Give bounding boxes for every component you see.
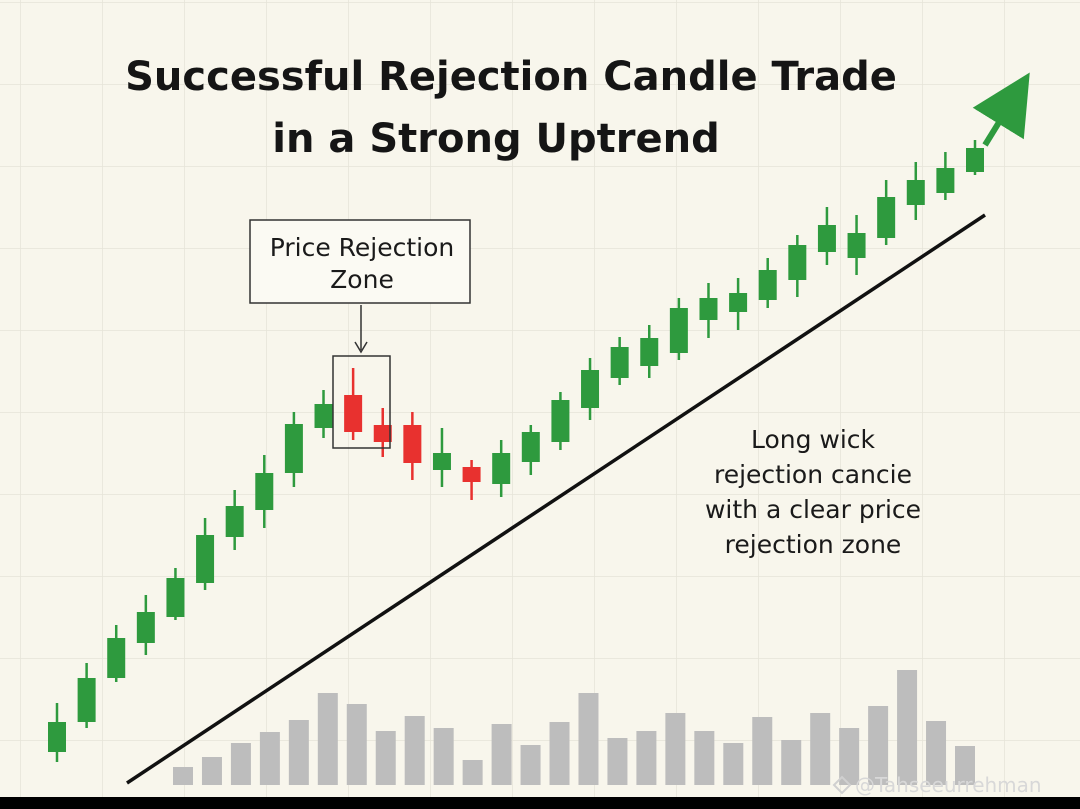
rejection-zone [332, 355, 391, 449]
annotation-text: rejection zone [725, 530, 902, 559]
volume-bar [230, 743, 251, 785]
volume-bar [433, 728, 454, 785]
candle-body [551, 400, 570, 442]
volume-bar [723, 743, 744, 785]
volume-bar [752, 717, 773, 785]
candle-body [196, 535, 215, 583]
volume-bar [810, 713, 831, 785]
volume-bar [317, 693, 338, 785]
annotation-text: Zone [330, 265, 394, 294]
candle-body [581, 370, 600, 408]
volume-bars [173, 670, 975, 785]
chart-title: Successful Rejection Candle Trade [125, 54, 897, 100]
candles [48, 140, 984, 762]
candle-body [640, 338, 659, 366]
candle-body [906, 180, 925, 205]
candle-body [492, 453, 511, 484]
candle-body [847, 233, 866, 258]
volume-bar [173, 767, 193, 785]
volume-bar [955, 746, 975, 785]
candle-body [48, 722, 66, 752]
volume-bar [462, 760, 483, 785]
candle-body [373, 425, 392, 442]
annotation-box [249, 219, 471, 304]
volume-bar [694, 731, 715, 785]
volume-bar [520, 745, 541, 785]
candle-body [966, 148, 984, 172]
candle-body [521, 432, 540, 462]
volume-bar [607, 738, 628, 785]
candle-body [669, 308, 688, 353]
volume-bar [288, 720, 309, 785]
candle-body [610, 347, 629, 378]
volume-bar [346, 704, 367, 785]
candle-body [817, 225, 836, 252]
volume-bar [578, 693, 599, 785]
volume-bar [491, 724, 512, 785]
volume-bar [839, 728, 860, 785]
trend-line [126, 213, 986, 785]
chart-title: in a Strong Uptrend [272, 116, 719, 162]
candle-body [432, 453, 451, 470]
candle-body [936, 168, 955, 193]
volume-bar [781, 740, 802, 785]
candle-body [107, 638, 126, 678]
candle-body [314, 404, 333, 428]
candle-body [166, 578, 185, 617]
volume-bar [201, 757, 222, 785]
volume-bar [868, 706, 889, 785]
volume-bar [259, 732, 280, 785]
annotation-text: Long wick [751, 425, 876, 454]
volume-bar [404, 716, 425, 785]
candle-body [284, 424, 303, 473]
volume-bar [665, 713, 686, 785]
candle-body [758, 270, 777, 300]
volume-bar [926, 721, 947, 785]
annotation-text: with a clear price [705, 495, 921, 524]
candle-body [699, 298, 718, 320]
candle-body [136, 612, 155, 643]
watermark-icon [832, 775, 852, 795]
volume-bar [897, 670, 918, 785]
candle-body [877, 197, 896, 238]
candle-body [729, 293, 748, 312]
volume-bar [549, 722, 570, 785]
candle-body [344, 395, 363, 432]
candle-body [403, 425, 422, 463]
volume-bar [636, 731, 657, 785]
annotation-text: rejection cancie [714, 460, 912, 489]
trend-arrow [972, 72, 1030, 147]
candle-body [255, 473, 274, 510]
candle-body [77, 678, 96, 722]
annotation-text: Price Rejection [270, 233, 455, 262]
volume-bar [375, 731, 396, 785]
candle-body [225, 506, 244, 537]
watermark: @Tahseeurrehman [855, 773, 1042, 797]
annotation-arrowhead [354, 341, 368, 354]
candle-body [788, 245, 807, 280]
candle-body [462, 467, 481, 482]
